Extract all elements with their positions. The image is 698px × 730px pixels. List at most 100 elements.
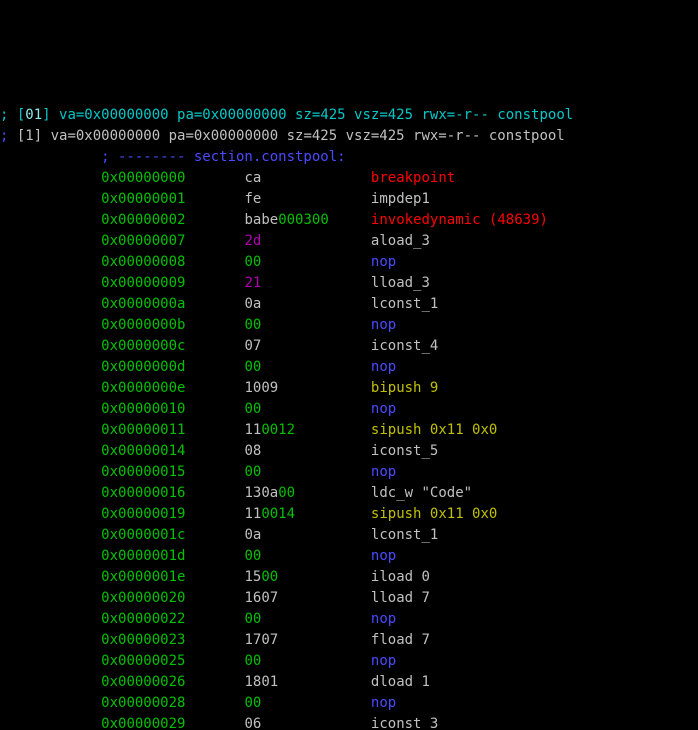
hex-bytes: 18: [244, 674, 261, 690]
disasm-row: 0x00000008 00 nop: [0, 252, 698, 273]
hex-bytes: 00: [278, 485, 295, 501]
mnemonic: nop: [371, 653, 396, 669]
mnemonic: iconst_3: [371, 716, 438, 730]
disasm-row: 0x0000000a 0a lconst_1: [0, 294, 698, 315]
hex-bytes: 00: [244, 254, 261, 270]
disasm-row: 0x0000000d 00 nop: [0, 357, 698, 378]
mnemonic: bipush 9: [371, 380, 438, 396]
hex-bytes: 00: [244, 359, 261, 375]
hex-bytes: 15: [244, 569, 261, 585]
address: 0x0000000d: [101, 359, 185, 375]
hex-bytes: 2d: [244, 233, 261, 249]
address: 0x00000000: [101, 170, 185, 186]
hex-bytes: 11: [244, 506, 261, 522]
hex-bytes: 000300: [278, 212, 329, 228]
segment-header-2: ; [1] va=0x00000000 pa=0x00000000 sz=425…: [0, 126, 698, 147]
hex-bytes: 0a: [261, 485, 278, 501]
mnemonic: invokedynamic (48639): [371, 212, 548, 228]
hex-bytes: 08: [244, 443, 261, 459]
disasm-row: 0x00000026 1801 dload 1: [0, 672, 698, 693]
mnemonic: sipush 0x11 0x0: [371, 422, 497, 438]
mnemonic: nop: [371, 548, 396, 564]
disasm-row: 0x0000001d 00 nop: [0, 546, 698, 567]
disasm-row: 0x0000000b 00 nop: [0, 315, 698, 336]
disasm-row: 0x00000016 130a00 ldc_w "Code": [0, 483, 698, 504]
mnemonic: lconst_1: [371, 527, 438, 543]
hex-bytes: 17: [244, 632, 261, 648]
hex-bytes: 0014: [261, 506, 295, 522]
disasm-row: 0x00000019 110014 sipush 0x11 0x0: [0, 504, 698, 525]
address: 0x00000002: [101, 212, 185, 228]
section-header-constpool: ; -------- section.constpool:: [0, 147, 698, 168]
mnemonic: nop: [371, 359, 396, 375]
address: 0x0000001c: [101, 527, 185, 543]
hex-bytes: 00: [244, 653, 261, 669]
mnemonic: nop: [371, 254, 396, 270]
hex-bytes: 06: [244, 716, 261, 730]
address: 0x00000015: [101, 464, 185, 480]
mnemonic: lconst_1: [371, 296, 438, 312]
hex-bytes: fe: [244, 191, 261, 207]
mnemonic: sipush 0x11 0x0: [371, 506, 497, 522]
disasm-row: 0x00000022 00 nop: [0, 609, 698, 630]
hex-bytes: 0a: [244, 527, 261, 543]
hex-bytes: 07: [261, 632, 278, 648]
address: 0x00000016: [101, 485, 185, 501]
disasm-row: 0x00000010 00 nop: [0, 399, 698, 420]
hex-bytes: 07: [244, 338, 261, 354]
hex-bytes: 0012: [261, 422, 295, 438]
hex-bytes: 13: [244, 485, 261, 501]
address: 0x0000000e: [101, 380, 185, 396]
address: 0x00000019: [101, 506, 185, 522]
mnemonic: aload_3: [371, 233, 430, 249]
disasm-row: 0x0000000e 1009 bipush 9: [0, 378, 698, 399]
address: 0x00000029: [101, 716, 185, 730]
hex-bytes: 09: [261, 380, 278, 396]
mnemonic: nop: [371, 317, 396, 333]
address: 0x0000000a: [101, 296, 185, 312]
disassembly-output: ; [01] va=0x00000000 pa=0x00000000 sz=42…: [0, 105, 698, 730]
mnemonic: nop: [371, 401, 396, 417]
mnemonic: iload 0: [371, 569, 430, 585]
hex-bytes: 16: [244, 590, 261, 606]
address: 0x00000009: [101, 275, 185, 291]
hex-bytes: 10: [244, 380, 261, 396]
disasm-row: 0x00000002 babe000300 invokedynamic (486…: [0, 210, 698, 231]
disasm-row: 0x00000007 2d aload_3: [0, 231, 698, 252]
address: 0x00000020: [101, 590, 185, 606]
hex-bytes: ca: [244, 170, 261, 186]
address: 0x00000001: [101, 191, 185, 207]
disasm-row: 0x00000000 ca breakpoint: [0, 168, 698, 189]
segment-header-1: ; [01] va=0x00000000 pa=0x00000000 sz=42…: [0, 105, 698, 126]
disasm-row: 0x00000001 fe impdep1: [0, 189, 698, 210]
mnemonic: iconst_5: [371, 443, 438, 459]
address: 0x00000010: [101, 401, 185, 417]
address: 0x00000007: [101, 233, 185, 249]
mnemonic: lload 7: [371, 590, 430, 606]
hex-bytes: 11: [244, 422, 261, 438]
hex-bytes: 07: [261, 590, 278, 606]
disasm-row: 0x00000023 1707 fload 7: [0, 630, 698, 651]
mnemonic: fload 7: [371, 632, 430, 648]
address: 0x00000022: [101, 611, 185, 627]
disasm-row: 0x0000001c 0a lconst_1: [0, 525, 698, 546]
disasm-row: 0x00000025 00 nop: [0, 651, 698, 672]
mnemonic: nop: [371, 464, 396, 480]
disasm-row: 0x0000000c 07 iconst_4: [0, 336, 698, 357]
address: 0x00000025: [101, 653, 185, 669]
disasm-row: 0x00000014 08 iconst_5: [0, 441, 698, 462]
disasm-row: 0x00000020 1607 lload 7: [0, 588, 698, 609]
disasm-row: 0x00000029 06 iconst_3: [0, 714, 698, 730]
disasm-row: 0x00000028 00 nop: [0, 693, 698, 714]
mnemonic: ldc_w "Code": [371, 485, 472, 501]
address: 0x0000001e: [101, 569, 185, 585]
mnemonic: nop: [371, 611, 396, 627]
address: 0x00000011: [101, 422, 185, 438]
disasm-row: 0x00000009 21 lload_3: [0, 273, 698, 294]
mnemonic: impdep1: [371, 191, 430, 207]
hex-bytes: 00: [244, 548, 261, 564]
disasm-row: 0x00000015 00 nop: [0, 462, 698, 483]
hex-bytes: 00: [244, 611, 261, 627]
address: 0x00000023: [101, 632, 185, 648]
hex-bytes: 21: [244, 275, 261, 291]
